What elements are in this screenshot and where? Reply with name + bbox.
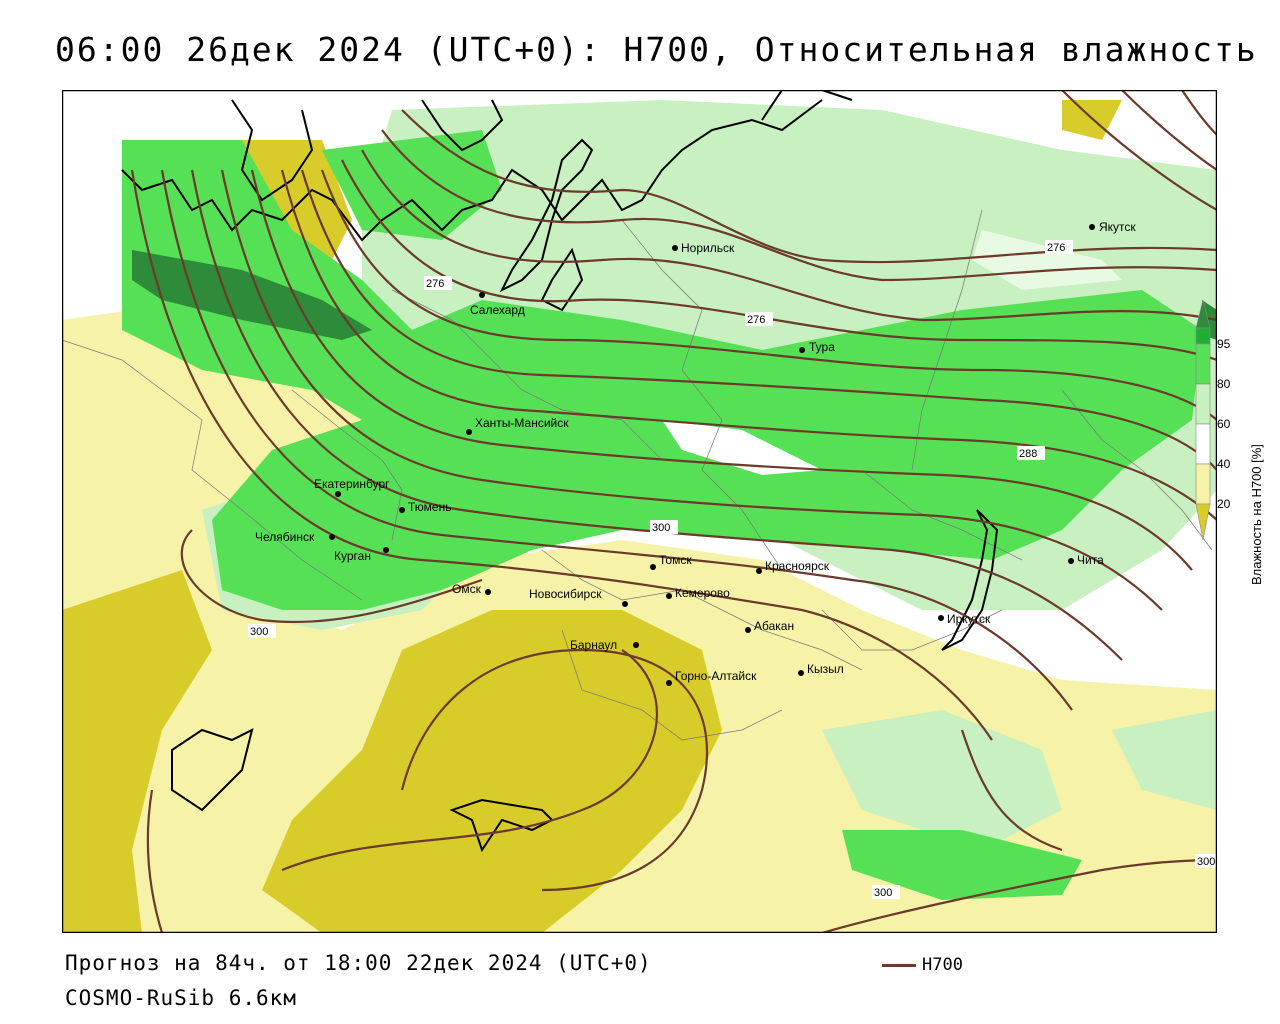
- city-label: Кемерово: [675, 586, 730, 600]
- contour-label: 300: [1197, 856, 1215, 868]
- city-dot: [756, 568, 762, 574]
- city-label: Салехард: [470, 303, 525, 317]
- model-name: COSMO-RuSib 6.6км: [65, 986, 297, 1010]
- city-dot: [799, 347, 805, 353]
- city-dot: [745, 627, 751, 633]
- humidity-area-green: [122, 140, 1202, 610]
- city-label: Курган: [334, 549, 371, 563]
- city-dot: [466, 429, 472, 435]
- region-borders: [62, 209, 1213, 741]
- colorbar-arrow-bottom: [1195, 503, 1211, 541]
- contour-label: 300: [652, 522, 670, 534]
- city-label: Томск: [659, 553, 692, 567]
- city-dot: [383, 547, 389, 553]
- colorbar-tick: 60: [1217, 417, 1231, 431]
- h700-legend-label: H700: [922, 955, 963, 975]
- city-dot: [938, 615, 944, 621]
- city-dot: [479, 292, 485, 298]
- colorbar-tick: 95: [1217, 337, 1231, 351]
- city-dot: [798, 670, 804, 676]
- map-title: 06:00 26дек 2024 (UTC+0): H700, Относите…: [55, 30, 1258, 69]
- city-dot: [1089, 224, 1095, 230]
- colorbar-tick: 20: [1217, 497, 1231, 511]
- city-label: Красноярск: [765, 559, 830, 573]
- city-label: Барнаул: [570, 638, 617, 652]
- city-label: Горно-Алтайск: [675, 669, 757, 683]
- city-label: Тура: [809, 340, 835, 354]
- humidity-colorbar: 20 40 60 80 95 Влажность на H700 [%]: [1195, 300, 1264, 585]
- city-label: Тюмень: [408, 500, 451, 514]
- city-label: Кызыл: [807, 662, 844, 676]
- forecast-info: Прогноз на 84ч. от 18:00 22дек 2024 (UTC…: [65, 951, 652, 975]
- humidity-area-dark-green: [132, 250, 372, 340]
- contour-labels: 276 276 276 288 300 300 300 300: [248, 240, 1217, 899]
- coastlines: [121, 90, 999, 853]
- humidity-map: 276 276 276 288 300 300 300 300 Норильск…: [62, 90, 1217, 933]
- city-dot: [672, 245, 678, 251]
- city-label: Новосибирск: [529, 587, 602, 601]
- contour-label: 288: [1019, 448, 1037, 460]
- humidity-area-dark-yellow: [62, 570, 212, 933]
- city-dot: [399, 507, 405, 513]
- city-markers: Норильск Якутск Салехард Тура Ханты-Манс…: [255, 220, 1136, 686]
- colorbar-tick: 40: [1217, 457, 1231, 471]
- humidity-area-white: [972, 230, 1122, 290]
- city-dot: [633, 642, 639, 648]
- h700-legend-line: [882, 964, 916, 967]
- city-dot: [666, 593, 672, 599]
- humidity-area-dark-yellow: [1062, 100, 1122, 140]
- city-label: Норильск: [681, 241, 735, 255]
- humidity-area-light-green: [1112, 710, 1217, 810]
- city-label: Чита: [1077, 553, 1104, 567]
- colorbar-arrow-top: [1195, 300, 1211, 329]
- city-label: Абакан: [754, 619, 794, 633]
- map-frame: [62, 90, 1217, 933]
- humidity-area-green: [842, 830, 1082, 900]
- contour-label: 276: [426, 278, 444, 290]
- contour-label: 276: [1047, 242, 1065, 254]
- city-dot: [1068, 558, 1074, 564]
- city-label: Челябинск: [255, 530, 315, 544]
- city-dot: [335, 491, 341, 497]
- contour-label: 300: [250, 626, 268, 638]
- city-dot: [485, 589, 491, 595]
- contour-label: 300: [874, 887, 892, 899]
- city-dot: [650, 564, 656, 570]
- city-dot: [329, 534, 335, 540]
- city-dot: [622, 601, 628, 607]
- city-dot: [666, 680, 672, 686]
- colorbar-label: Влажность на H700 [%]: [1249, 444, 1264, 585]
- city-label: Иркутск: [947, 612, 991, 626]
- humidity-area-light-green: [822, 710, 1062, 850]
- city-label: Якутск: [1099, 220, 1136, 234]
- contour-label: 276: [747, 314, 765, 326]
- city-label: Екатеринбург: [314, 477, 390, 491]
- colorbar-tick: 80: [1217, 377, 1231, 391]
- h700-legend: H700: [880, 955, 990, 977]
- humidity-area-dark-yellow: [262, 610, 722, 933]
- humidity-area-white: [662, 420, 822, 475]
- city-label: Ханты-Мансийск: [475, 416, 569, 430]
- city-label: Омск: [452, 582, 482, 596]
